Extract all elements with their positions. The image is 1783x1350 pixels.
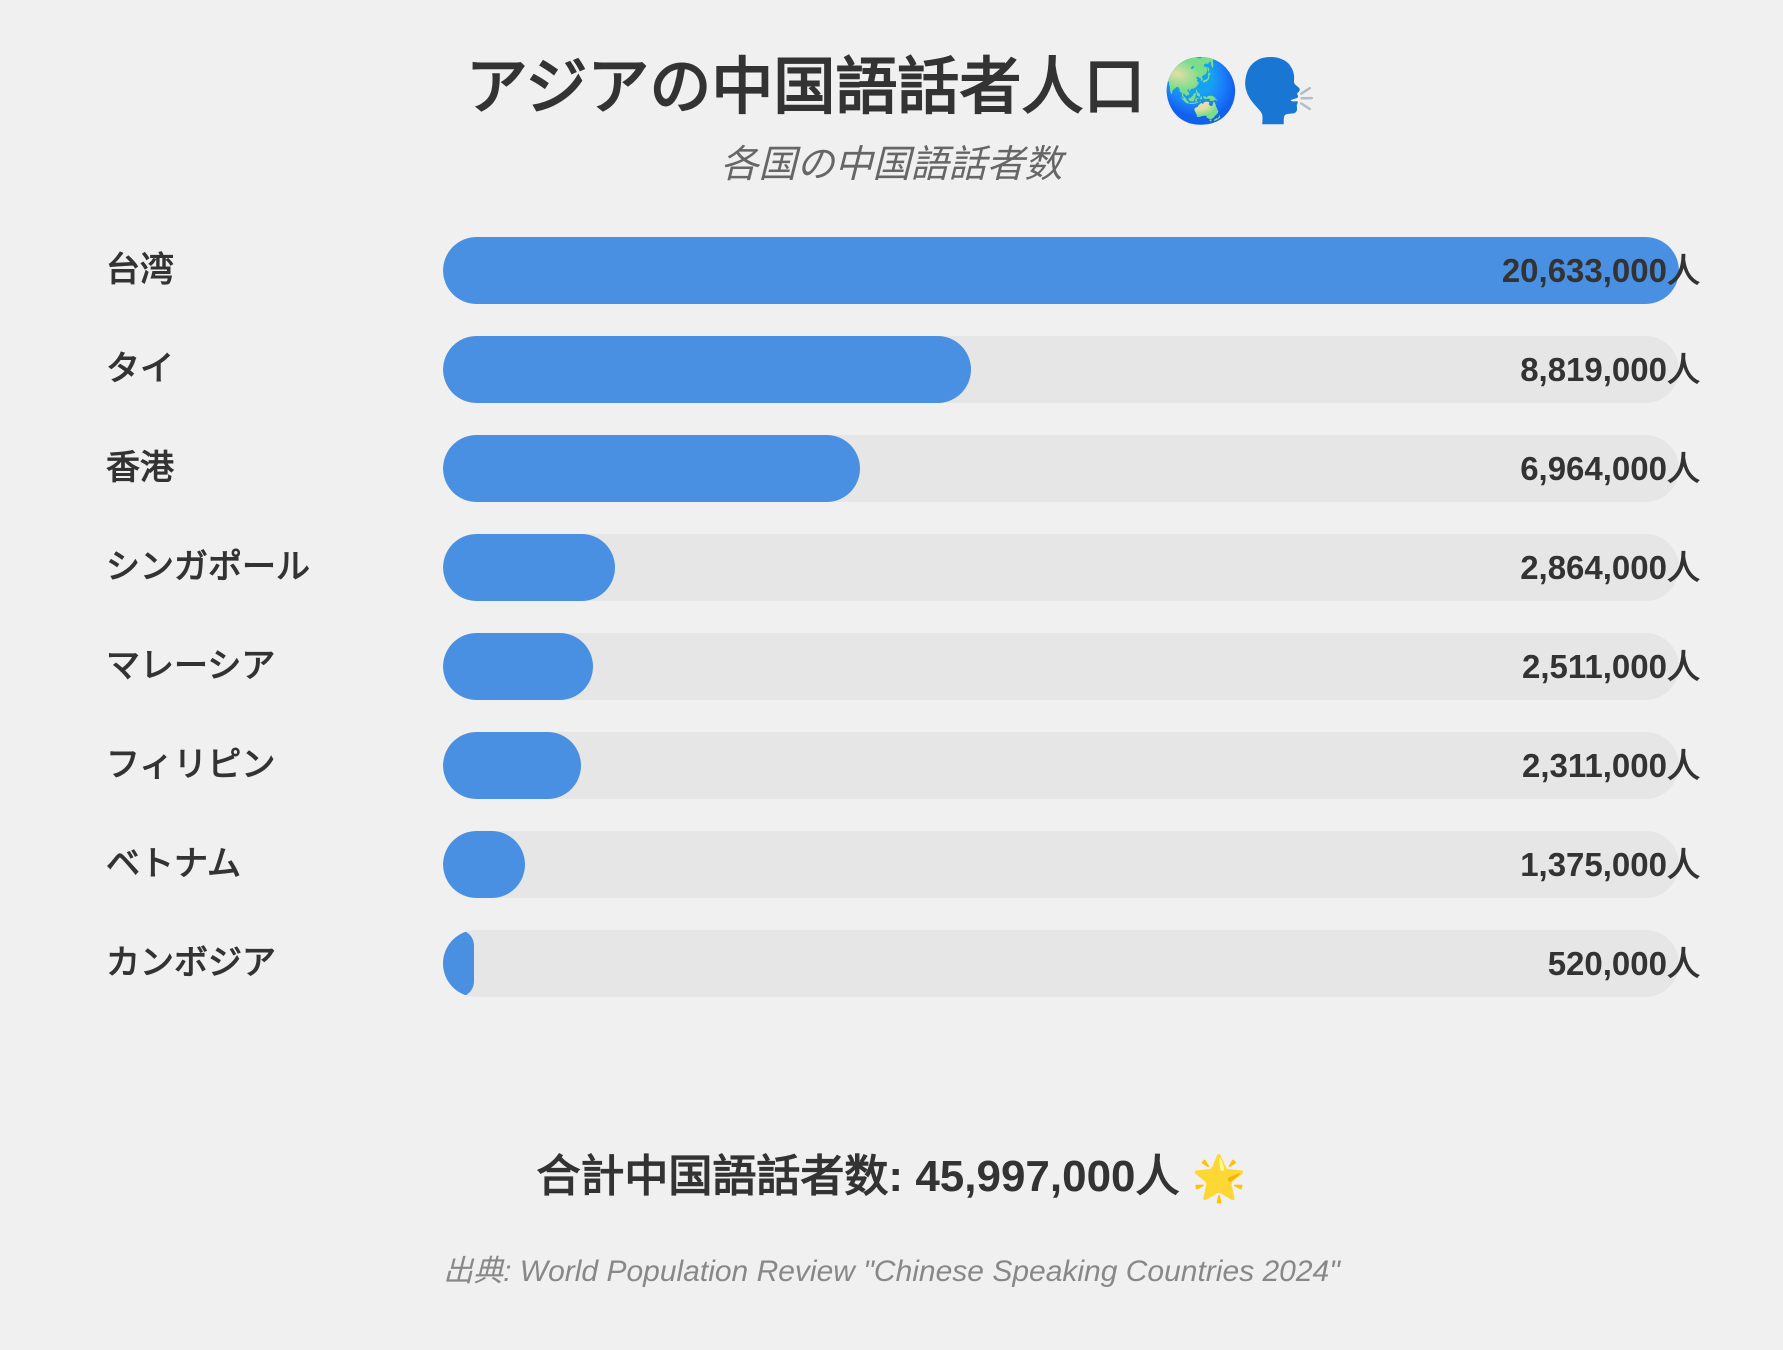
category-label: カンボジア — [106, 930, 318, 997]
category-label-text: ベトナム — [106, 845, 241, 883]
thailand-flag-icon — [186, 359, 216, 379]
category-label: 香港 — [106, 435, 216, 502]
taiwan-flag-icon — [186, 260, 216, 280]
category-label: シンガポール — [106, 534, 352, 601]
bar-track — [443, 336, 1679, 403]
category-label: マレーシア — [106, 633, 317, 700]
category-label-text: マレーシア — [106, 647, 276, 685]
bar — [443, 336, 971, 403]
category-label: タイ — [106, 336, 216, 403]
bar-row: マレーシア 2,511,000人 — [0, 633, 1783, 700]
bar — [443, 732, 581, 799]
value-label: 1,375,000人 — [1520, 846, 1700, 883]
value-label: 8,819,000人 — [1520, 351, 1700, 388]
category-label-text: カンボジア — [106, 944, 276, 982]
category-label-text: フィリピン — [106, 746, 276, 784]
malaysia-flag-icon — [287, 656, 317, 676]
value-label: 520,000人 — [1547, 945, 1700, 982]
bar-row: カンボジア 520,000人 — [0, 930, 1783, 997]
value-label: 2,864,000人 — [1520, 549, 1700, 586]
cambodia-flag-icon — [288, 953, 318, 973]
bar-row: シンガポール 2,864,000人 — [0, 534, 1783, 601]
total-summary: 合計中国語話者数: 45,997,000人 🌟 — [0, 1147, 1783, 1209]
category-label: フィリピン — [106, 732, 317, 799]
bar — [443, 930, 474, 997]
bar — [443, 237, 1679, 304]
category-label-text: 台湾 — [106, 251, 174, 289]
category-label-text: タイ — [106, 350, 174, 388]
bar — [443, 633, 593, 700]
total-label: 合計中国語話者数: 45,997,000人 — [536, 1152, 1180, 1201]
bar-row: タイ 8,819,000人 — [0, 336, 1783, 403]
bar-row: 台湾 20,633,000人 — [0, 237, 1783, 304]
singapore-flag-icon — [322, 557, 352, 577]
chart-title: アジアの中国語話者人口 🌏🗣️ — [0, 48, 1783, 132]
category-label-text: 香港 — [106, 449, 174, 487]
source-note: 出典: World Population Review "Chinese Spe… — [443, 1255, 1340, 1288]
bar-track — [443, 435, 1679, 502]
bar-row: フィリピン 2,311,000人 — [0, 732, 1783, 799]
bar-track — [443, 732, 1679, 799]
philippines-flag-icon — [287, 755, 317, 775]
bar — [443, 534, 615, 601]
bar-track — [443, 831, 1679, 898]
vietnam-flag-icon — [253, 854, 283, 874]
bar-track — [443, 534, 1679, 601]
bar-row: ベトナム 1,375,000人 — [0, 831, 1783, 898]
star-icon: 🌟 — [1191, 1154, 1247, 1204]
globe-speaking-head-icon: 🌏🗣️ — [1162, 56, 1318, 126]
bar-track — [443, 930, 1679, 997]
bar — [443, 831, 525, 898]
category-label-text: シンガポール — [106, 548, 310, 586]
value-label: 6,964,000人 — [1520, 450, 1700, 487]
value-label: 2,511,000人 — [1522, 648, 1700, 685]
category-label: 台湾 — [106, 237, 216, 304]
chart-title-text: アジアの中国語話者人口 — [465, 53, 1146, 122]
bar-track — [443, 237, 1679, 304]
bar-row: 香港 6,964,000人 — [0, 435, 1783, 502]
value-label: 2,311,000人 — [1522, 747, 1700, 784]
hong-kong-flag-icon — [186, 458, 216, 478]
category-label: ベトナム — [106, 831, 283, 898]
bar-track — [443, 633, 1679, 700]
bar — [443, 435, 860, 502]
value-label: 20,633,000人 — [1501, 252, 1700, 289]
chart-subtitle: 各国の中国語話者数 — [720, 144, 1063, 186]
